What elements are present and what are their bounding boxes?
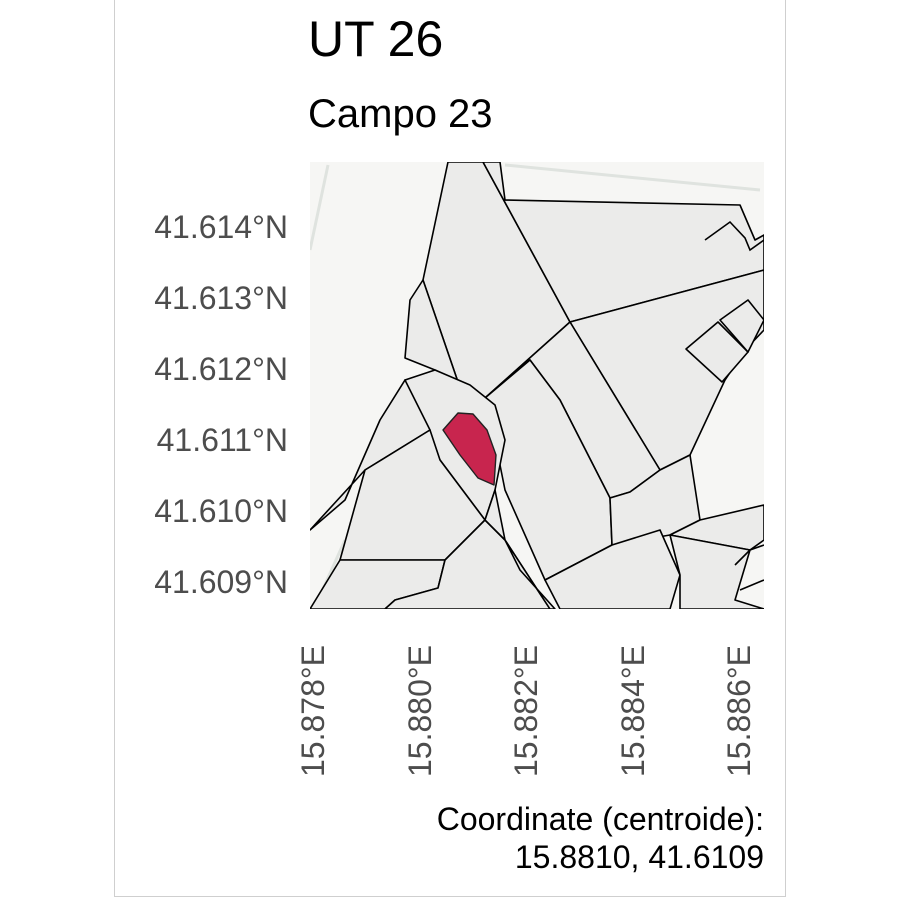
parcel (404, 279, 459, 383)
y-tick-label: 41.611°N (156, 422, 288, 458)
parcel (482, 162, 764, 323)
y-tick-label: 41.613°N (154, 280, 288, 316)
caption-line1: Coordinate (centroide): (436, 801, 764, 837)
parcel (484, 489, 556, 609)
parcels (310, 162, 764, 609)
map-subtitle: Campo 23 (308, 92, 493, 136)
parcel-boundary (704, 220, 764, 252)
parcel-boundary (734, 544, 764, 591)
y-tick-label: 41.610°N (154, 493, 288, 529)
highlighted-field (442, 412, 497, 486)
x-tick-label: 15.880°E (402, 644, 438, 777)
centroid-caption: Coordinate (centroide): 15.8810, 41.6109 (437, 800, 764, 877)
caption-line2: 15.8810, 41.6109 (514, 839, 764, 876)
map-title: UT 26 (308, 11, 444, 67)
x-tick-label: 15.882°E (508, 644, 544, 777)
figure-frame (114, 0, 786, 897)
parcel (719, 299, 764, 353)
y-tick-label: 41.609°N (154, 564, 288, 600)
x-tick-label: 15.878°E (295, 644, 331, 777)
y-tick-label: 41.612°N (154, 351, 288, 387)
x-tick-label: 15.884°E (615, 644, 651, 777)
cadastral-map (310, 162, 764, 609)
x-tick-label: 15.886°E (721, 644, 757, 777)
y-tick-label: 41.614°N (154, 209, 288, 245)
